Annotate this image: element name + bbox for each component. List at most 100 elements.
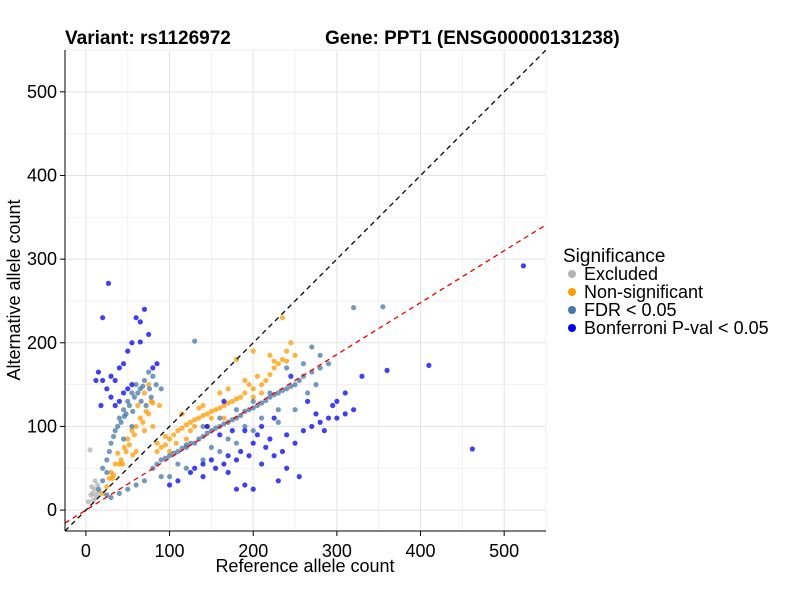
point-bonferroni-p-val-0-05 [125,386,131,392]
point-non-significant [129,428,135,434]
point-non-significant [130,452,136,458]
point-non-significant [250,386,256,392]
point-fdr-0-05 [208,444,214,450]
point-fdr-0-05 [183,444,189,450]
point-fdr-0-05 [292,382,298,388]
point-bonferroni-p-val-0-05 [238,448,244,455]
point-bonferroni-p-val-0-05 [304,398,311,404]
point-fdr-0-05 [153,382,159,388]
point-non-significant [217,390,223,396]
point-bonferroni-p-val-0-05 [200,474,206,480]
x-tick-label: 500 [489,541,519,561]
point-excluded [87,447,93,453]
point-fdr-0-05 [158,386,164,392]
legend-label: Non-significant [584,282,703,302]
point-bonferroni-p-val-0-05 [166,482,173,488]
point-bonferroni-p-val-0-05 [133,315,139,321]
point-bonferroni-p-val-0-05 [100,315,106,321]
point-fdr-0-05 [275,390,281,396]
point-fdr-0-05 [141,377,148,384]
point-non-significant [279,315,286,321]
x-tick-label: 400 [405,541,435,561]
point-non-significant [271,365,277,371]
x-axis-title: Reference allele count [215,556,394,576]
point-fdr-0-05 [284,386,290,392]
point-fdr-0-05 [267,390,273,396]
point-bonferroni-p-val-0-05 [116,365,122,371]
point-bonferroni-p-val-0-05 [225,453,231,459]
point-excluded [92,478,98,484]
point-non-significant [225,400,231,406]
point-fdr-0-05 [292,407,298,413]
point-bonferroni-p-val-0-05 [129,382,135,388]
point-non-significant [196,415,202,421]
point-fdr-0-05 [140,383,146,389]
point-bonferroni-p-val-0-05 [125,348,131,354]
point-fdr-0-05 [150,373,156,379]
point-non-significant [146,411,152,417]
point-bonferroni-p-val-0-05 [263,444,269,450]
point-fdr-0-05 [233,407,240,413]
point-non-significant [131,432,138,438]
point-fdr-0-05 [166,453,173,459]
point-fdr-0-05 [192,338,198,344]
point-fdr-0-05 [112,428,118,434]
point-fdr-0-05 [121,413,127,419]
point-bonferroni-p-val-0-05 [271,453,277,459]
point-bonferroni-p-val-0-05 [208,457,214,463]
point-non-significant [104,484,110,490]
point-fdr-0-05 [258,415,265,421]
point-non-significant [242,377,248,384]
point-fdr-0-05 [204,430,210,436]
point-fdr-0-05 [131,394,138,400]
point-non-significant [154,448,160,455]
point-fdr-0-05 [138,398,144,404]
point-fdr-0-05 [120,407,127,413]
point-non-significant [196,405,202,411]
point-non-significant [271,358,277,364]
point-fdr-0-05 [304,390,311,396]
point-bonferroni-p-val-0-05 [233,486,240,492]
point-non-significant [221,402,227,409]
x-tick-label: 100 [155,541,185,561]
point-non-significant [135,402,141,409]
point-fdr-0-05 [133,382,139,388]
point-fdr-0-05 [313,382,319,388]
point-fdr-0-05 [126,402,133,409]
point-non-significant [121,444,127,450]
point-bonferroni-p-val-0-05 [271,415,277,421]
point-fdr-0-05 [238,412,244,419]
point-fdr-0-05 [221,421,227,427]
point-bonferroni-p-val-0-05 [100,377,106,384]
point-non-significant [179,425,185,431]
point-non-significant [154,440,160,446]
point-fdr-0-05 [95,486,102,492]
point-excluded [90,497,97,503]
point-fdr-0-05 [212,425,219,431]
point-fdr-0-05 [135,390,141,396]
point-excluded [94,491,100,497]
point-fdr-0-05 [217,415,223,421]
point-fdr-0-05 [242,423,248,430]
point-fdr-0-05 [351,305,357,311]
point-bonferroni-p-val-0-05 [321,428,327,434]
point-bonferroni-p-val-0-05 [242,428,248,434]
point-non-significant [288,340,294,346]
point-non-significant [233,396,240,402]
point-non-significant [250,348,256,354]
point-bonferroni-p-val-0-05 [313,411,319,417]
chart-title-variant: Variant: rs1126972 [65,28,231,49]
point-fdr-0-05 [284,365,290,371]
point-non-significant [118,457,124,463]
point-non-significant [123,448,129,455]
point-non-significant [292,352,298,358]
point-non-significant [115,450,121,456]
point-fdr-0-05 [275,407,281,413]
point-non-significant [208,408,214,414]
point-bonferroni-p-val-0-05 [351,407,357,413]
point-bonferroni-p-val-0-05 [221,461,227,467]
point-non-significant [141,428,148,434]
reference-line-identity [65,50,546,531]
point-bonferroni-p-val-0-05 [288,373,294,379]
